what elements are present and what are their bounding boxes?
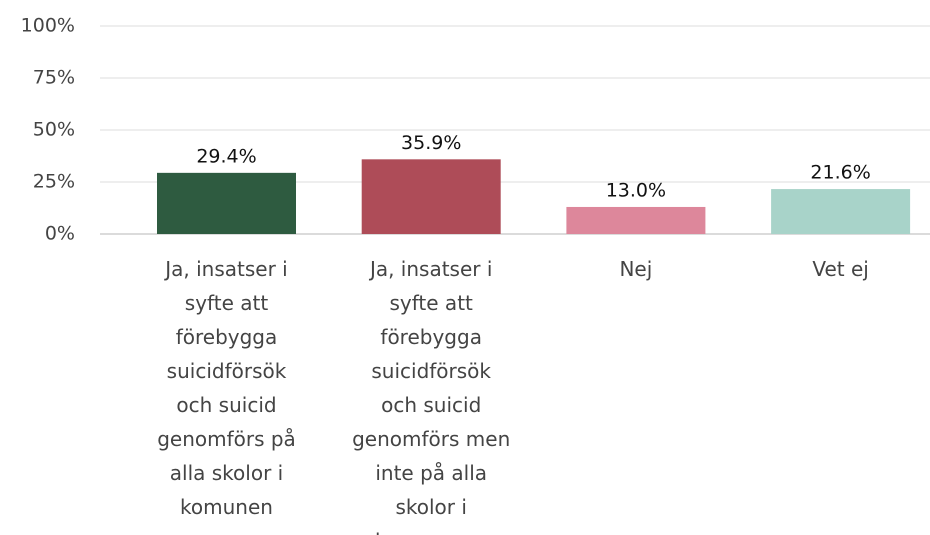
bar (566, 206, 706, 234)
x-tick-label: Ja, insatser i syfte att förebygga suici… (352, 257, 511, 535)
value-label: 35.9% (401, 132, 461, 154)
bar (157, 172, 296, 234)
bar (361, 159, 501, 234)
value-label: 29.4% (196, 145, 256, 167)
value-label: 13.0% (606, 179, 666, 201)
value-label: 21.6% (810, 162, 870, 184)
y-tick-label: 75% (33, 67, 75, 89)
y-tick-label: 0% (45, 223, 75, 245)
x-tick-label: Vet ej (812, 257, 869, 281)
x-tick-label: Ja, insatser i syfte att förebygga suici… (157, 257, 296, 519)
y-tick-label: 50% (33, 119, 75, 141)
bar (771, 189, 911, 234)
y-tick-label: 100% (21, 15, 75, 37)
x-tick-label: Nej (619, 257, 653, 281)
y-tick-label: 25% (33, 171, 75, 193)
